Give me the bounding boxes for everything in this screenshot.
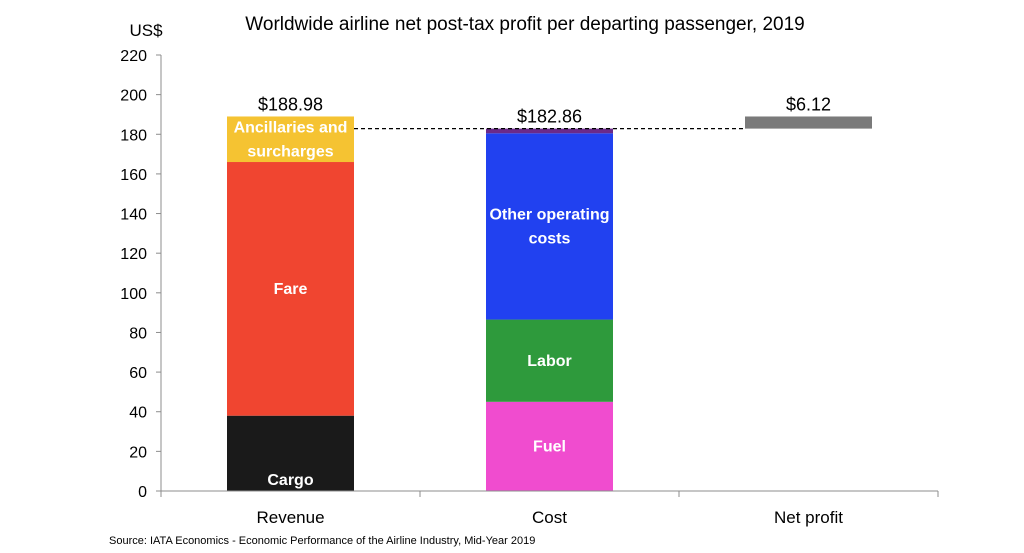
segment-label: Labor [527, 353, 571, 370]
total-value-label: $182.86 [517, 107, 582, 127]
segment-label: Other operating costs [489, 207, 609, 248]
y-tick-label: 160 [120, 167, 147, 184]
chart-title: Worldwide airline net post-tax profit pe… [245, 14, 804, 35]
y-tick-label: 180 [120, 127, 147, 144]
y-axis-unit-label: US$ [129, 21, 163, 40]
bar-segment [227, 415, 354, 491]
x-category-label: Net profit [774, 508, 843, 527]
y-tick-label: 20 [129, 444, 147, 461]
y-tick-label: 140 [120, 207, 147, 224]
source-note: Source: IATA Economics - Economic Perfor… [109, 535, 535, 547]
bar-segment [486, 319, 613, 402]
segment-label: Fare [274, 281, 308, 298]
x-category-label: Cost [532, 508, 567, 527]
labels: Cargo Fare Ancillaries and surcharges $188.9… [234, 94, 831, 489]
bar-segment [227, 116, 354, 163]
segment-label: Cargo [267, 472, 313, 489]
y-tick-label: 220 [120, 48, 147, 65]
bar-segment [486, 401, 613, 491]
segment-label: Ancillaries and surcharges [234, 120, 348, 161]
y-tick-label: 120 [120, 246, 147, 263]
y-tick-label: 200 [120, 88, 147, 105]
y-tick-label: 80 [129, 325, 147, 342]
y-tick-label: 100 [120, 286, 147, 303]
y-axis: 0 20 40 60 80 100 120 140 160 180 200 220 [120, 48, 162, 501]
total-value-label: $188.98 [258, 94, 323, 114]
x-axis: Revenue Cost Net profit [160, 490, 939, 527]
bar-segment [227, 162, 354, 416]
y-tick-label: 0 [138, 484, 147, 501]
segment-label: Fuel [533, 439, 566, 456]
x-category-label: Revenue [256, 508, 324, 527]
bar-segment [745, 116, 872, 129]
y-tick-label: 60 [129, 365, 147, 382]
total-value-label: $6.12 [786, 94, 831, 114]
bar-segment [486, 133, 613, 320]
bar-segment [486, 128, 613, 134]
y-tick-label: 40 [129, 405, 147, 422]
bars [227, 116, 872, 491]
